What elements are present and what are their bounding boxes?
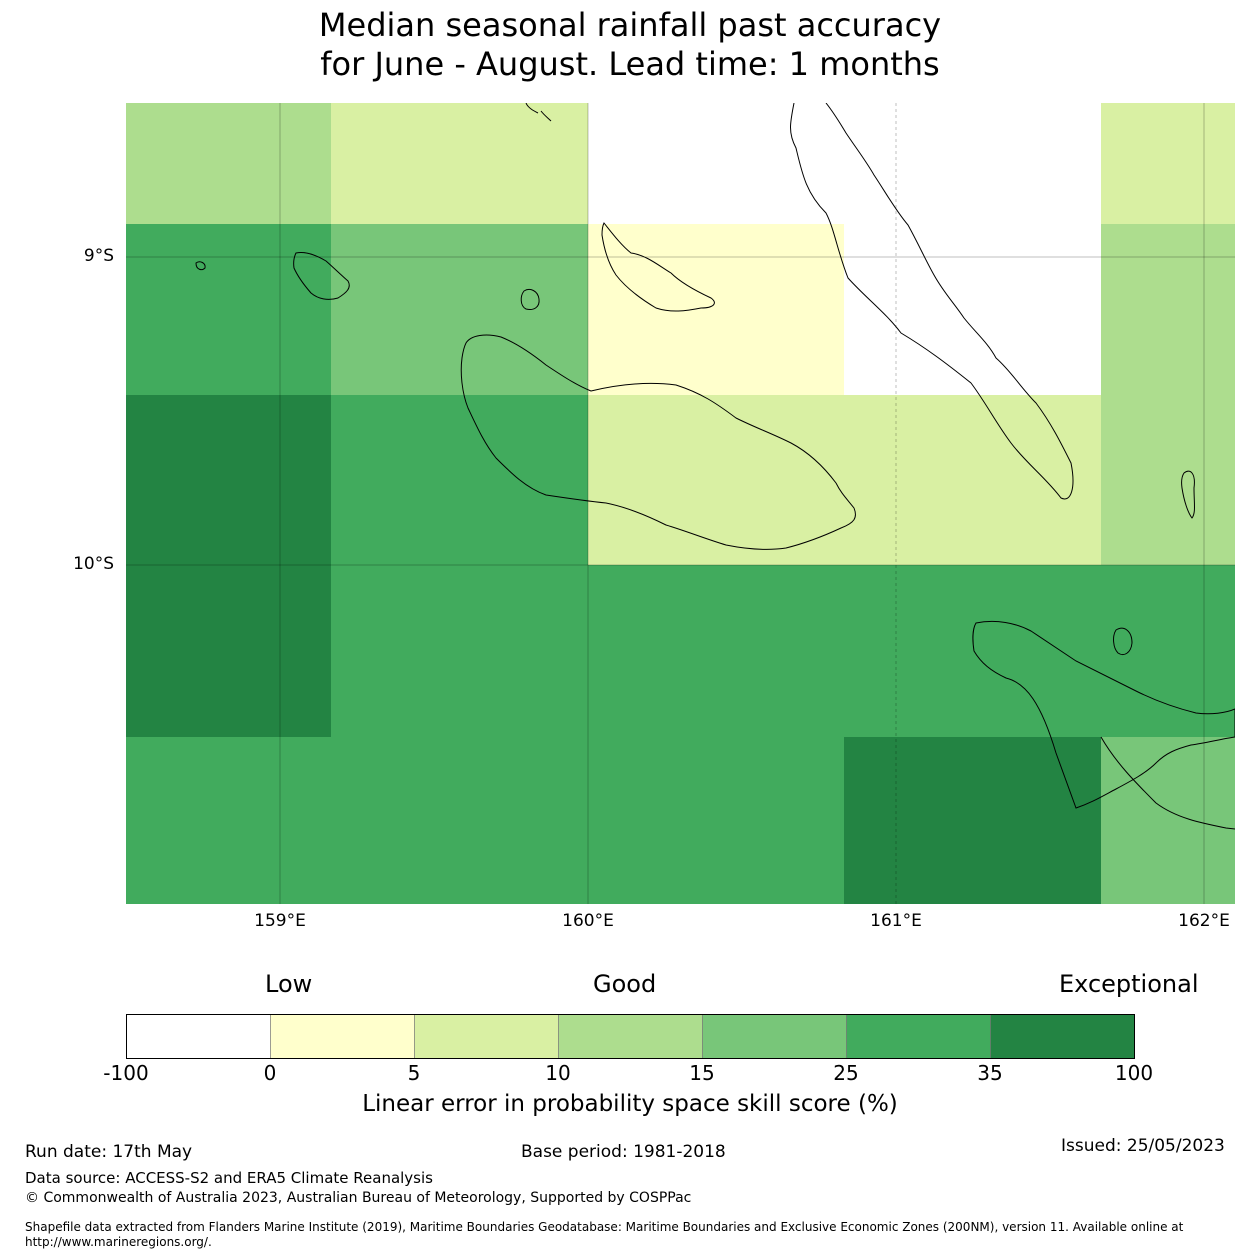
lon-tick-label: 160°E xyxy=(562,911,614,931)
skill-map xyxy=(126,103,1235,904)
coastline-savo xyxy=(520,288,540,310)
colorbar-tick-label: 100 xyxy=(1114,1061,1154,1085)
grid-cell xyxy=(1101,224,1235,395)
grid-cell xyxy=(331,103,588,224)
coastline-ulawa xyxy=(1113,627,1133,656)
coastline-florida-islands xyxy=(601,222,715,312)
lon-tick-label: 159°E xyxy=(254,911,306,931)
coastline-islet-3 xyxy=(540,110,552,122)
shapefile-credit-line-1: Shapefile data extracted from Flanders M… xyxy=(25,1220,1184,1234)
skill-grid-cells xyxy=(126,103,1235,904)
grid-cell xyxy=(126,565,331,737)
colorbar-segment xyxy=(990,1014,1135,1059)
colorbar-tick-label: 5 xyxy=(407,1061,421,1085)
grid-cell xyxy=(1101,395,1235,565)
colorbar-label: Linear error in probability space skill … xyxy=(362,1091,898,1117)
category-exceptional: Exceptional xyxy=(1059,970,1199,998)
lon-tick-label: 161°E xyxy=(870,911,922,931)
colorbar-segment xyxy=(126,1014,271,1059)
copyright: © Commonwealth of Australia 2023, Austra… xyxy=(25,1190,692,1206)
colorbar-tick-label: 0 xyxy=(263,1061,277,1085)
coastline-makira xyxy=(972,620,1235,809)
data-source: Data source: ACCESS-S2 and ERA5 Climate … xyxy=(25,1169,433,1187)
coastline-guadalcanal xyxy=(460,334,856,550)
grid-cell xyxy=(844,224,1101,395)
colorbar-outline xyxy=(126,1014,1135,1059)
category-low: Low xyxy=(265,970,313,998)
lon-tick-label: 162°E xyxy=(1178,911,1230,931)
run-date: Run date: 17th May xyxy=(25,1142,193,1162)
grid-cell xyxy=(126,395,331,565)
colorbar xyxy=(126,1014,1135,1059)
coastline-islet-1 xyxy=(1181,470,1195,519)
colorbar-tick-label: 35 xyxy=(977,1061,1003,1085)
base-period: Base period: 1981-2018 xyxy=(521,1142,726,1162)
grid-cell xyxy=(1101,737,1235,904)
grid-cell xyxy=(331,565,1235,737)
colorbar-tick-label: 25 xyxy=(833,1061,859,1085)
grid-cell xyxy=(588,224,844,395)
grid-cell xyxy=(844,737,1101,904)
grid-cell xyxy=(588,395,1101,565)
coastline-makira-south xyxy=(1100,736,1235,830)
coastline-islet-2 xyxy=(525,103,539,114)
map-title-line-2: for June - August. Lead time: 1 months xyxy=(320,45,940,83)
coastlines xyxy=(195,103,1235,830)
colorbar-tick-label: -100 xyxy=(103,1061,149,1085)
colorbar-tick-label: 15 xyxy=(689,1061,715,1085)
lat-tick-label: 9°S xyxy=(83,246,114,266)
map-title-line-1: Median seasonal rainfall past accuracy xyxy=(318,6,942,44)
graticule xyxy=(126,103,1235,904)
issued-date: Issued: 25/05/2023 xyxy=(1061,1136,1225,1156)
colorbar-tick-label: 10 xyxy=(545,1061,571,1085)
colorbar-segment xyxy=(414,1014,559,1059)
grid-cell xyxy=(126,737,844,904)
grid-cell xyxy=(126,224,331,395)
coastline-islet-4 xyxy=(195,261,206,271)
grid-cell xyxy=(1101,103,1235,224)
colorbar-segment xyxy=(846,1014,991,1059)
coastline-russell-islands xyxy=(293,252,350,300)
shapefile-credit-line-2: http://www.marineregions.org/. xyxy=(25,1235,212,1249)
grid-cell xyxy=(331,224,588,395)
category-good: Good xyxy=(593,970,657,998)
coastline-santa-isabel xyxy=(790,103,1074,500)
grid-cell xyxy=(126,103,331,224)
grid-cell xyxy=(588,103,1101,224)
colorbar-segment xyxy=(702,1014,847,1059)
colorbar-segment xyxy=(558,1014,703,1059)
colorbar-segment xyxy=(270,1014,415,1059)
grid-cell xyxy=(331,395,588,565)
lat-tick-label: 10°S xyxy=(73,554,114,574)
